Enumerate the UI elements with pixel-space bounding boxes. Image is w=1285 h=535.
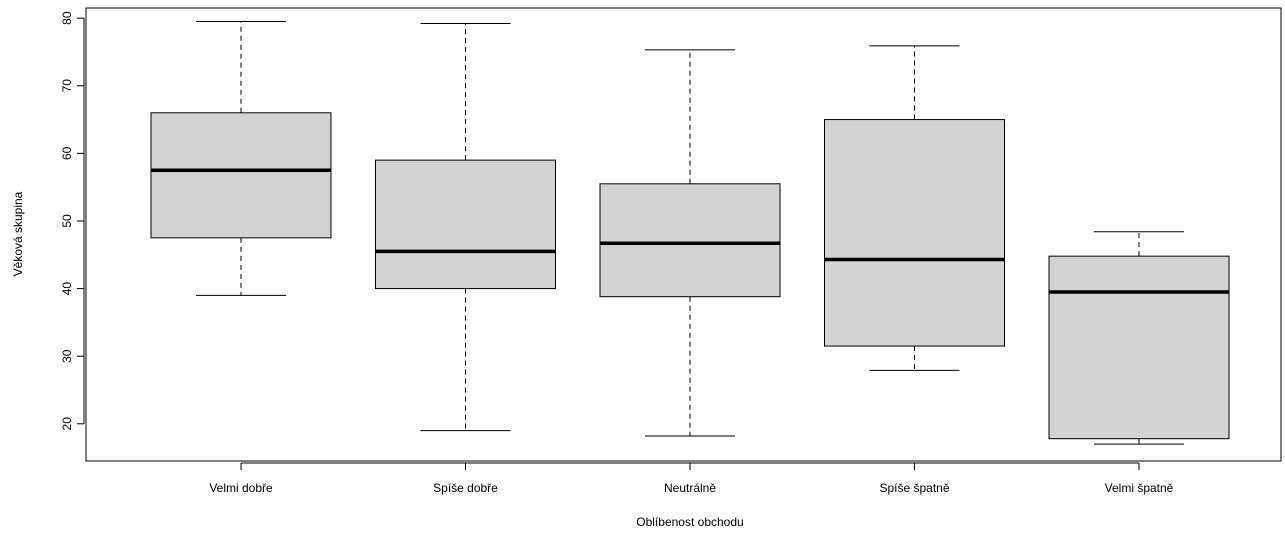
box-2 [375,23,556,432]
x-axis-title: Oblíbenost obchodu [636,515,743,529]
iqr-box [375,159,556,290]
iqr-box [599,183,781,298]
box-3 [599,49,781,437]
plot-frame [85,7,1282,462]
y-axis-title: Věková skupina [11,191,25,276]
y-tick-label: 40 [60,282,74,296]
y-tick-label: 60 [60,146,74,160]
y-tick-label: 70 [60,79,74,93]
box-1 [150,21,332,296]
x-tick-label: Velmi špatně [1105,481,1174,495]
box-5 [1048,231,1230,445]
y-tick-label: 50 [60,214,74,228]
iqr-box [824,119,1005,347]
iqr-box [1048,255,1230,440]
x-tick-label: Spíše špatně [879,481,949,495]
boxes [150,21,1230,445]
y-tick-label: 20 [60,417,74,431]
y-axis: 20 30 40 50 60 70 80 [60,11,85,431]
box-4 [824,45,1005,371]
x-axis: Velmi dobře Spíše dobře Neutrálně Spíše špa… [209,462,1174,495]
y-tick-label: 30 [60,349,74,363]
x-tick-label: Velmi dobře [209,481,273,495]
x-tick-label: Spíše dobře [433,481,498,495]
y-tick-label: 80 [60,11,74,25]
iqr-box [150,112,332,239]
x-tick-label: Neutrálně [664,481,716,495]
